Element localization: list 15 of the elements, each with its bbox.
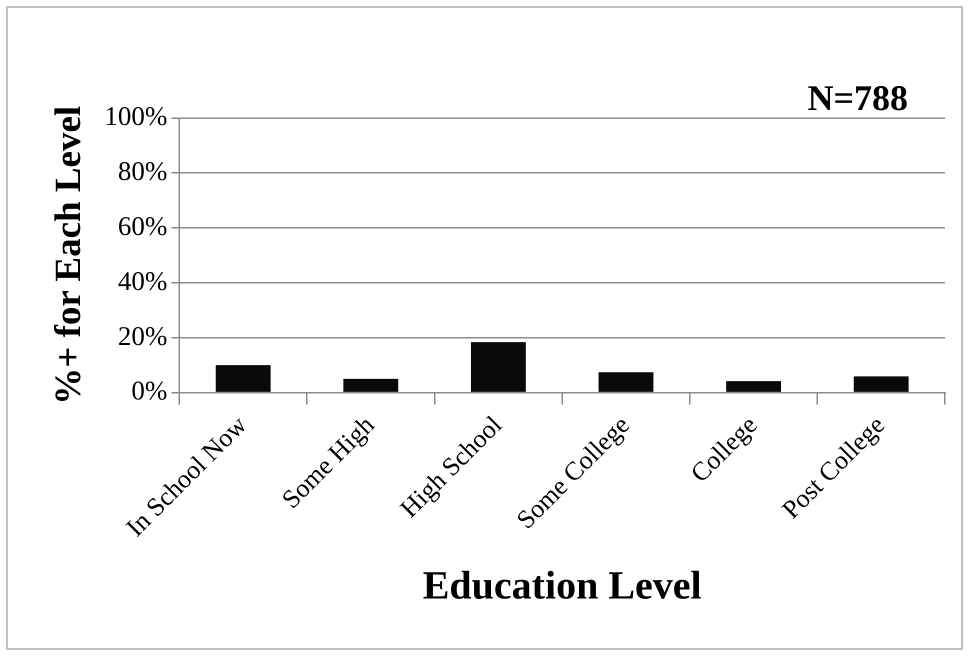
y-tick-label: 60% [118,210,168,241]
bar [470,342,526,392]
bar [343,378,398,392]
y-tick-label: 80% [118,156,168,186]
y-tick-label: 40% [118,266,168,296]
bar [216,365,271,392]
y-tick-label: 20% [118,320,168,351]
bar [598,372,654,392]
bar [726,381,782,392]
text: N=788 [807,78,908,118]
y-tick-label: 0% [131,376,168,406]
y-tick-label: 100% [104,101,168,132]
bar [854,376,909,392]
y-axis-title: %+ for Each Level [48,106,89,405]
x-axis-title: Education Level [422,562,702,608]
